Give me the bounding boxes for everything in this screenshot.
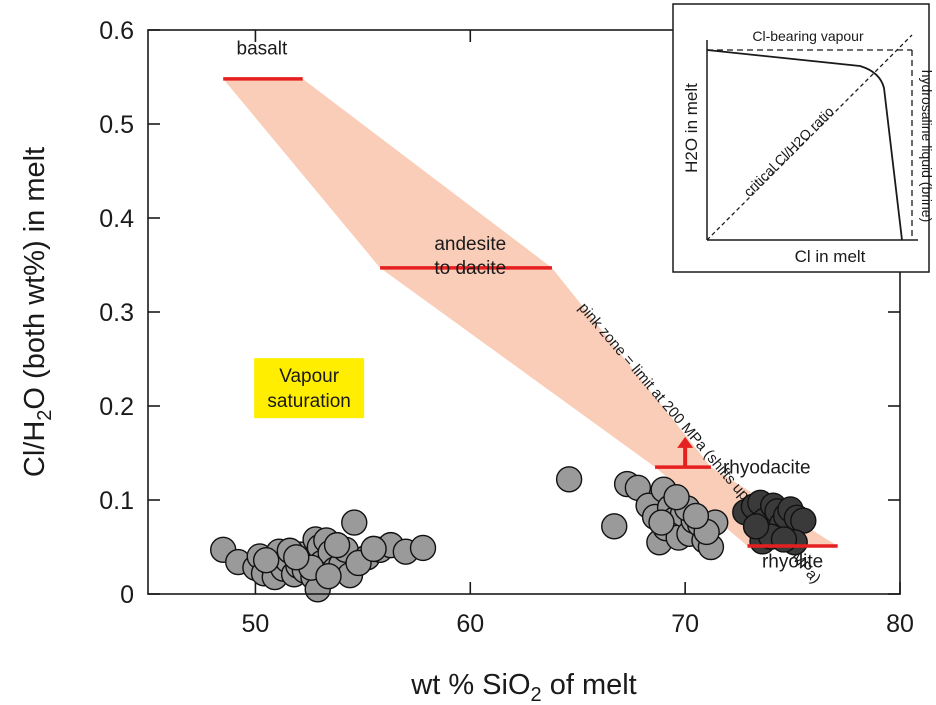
inset-top-label: Cl-bearing vapour	[752, 28, 864, 44]
y-tick-label: 0.6	[99, 17, 134, 45]
data-point	[555, 466, 583, 493]
x-axis-label: wt % SiO2 of melt	[410, 669, 636, 705]
data-point	[252, 546, 280, 574]
y-tick-label: 0.1	[99, 487, 134, 515]
plot-area: pink zone = limit at 200 MPa (shifts up …	[99, 17, 914, 638]
data-point	[601, 513, 628, 540]
x-tick-label: 80	[886, 610, 914, 638]
data-point	[742, 513, 770, 540]
data-point	[360, 535, 387, 563]
y-tick-label: 0.2	[99, 393, 134, 421]
arrow-head	[677, 436, 694, 448]
region-label: Vapour saturation	[267, 366, 350, 412]
inset-y-label: H2O in melt	[682, 83, 701, 173]
x-tick-label: 70	[671, 610, 699, 638]
rock-type-labels: basalt andesite to dacite rhyodacite rhyolit…	[237, 38, 824, 572]
axis-ticks: 50 60 70 80 0 0.1 0.2 0.3 0.4 0.5 0.6	[99, 17, 914, 638]
pink-zone	[223, 78, 838, 547]
data-point	[682, 502, 710, 530]
data-point	[770, 526, 798, 553]
y-axis-label: Cl/H2O (both wt%) in melt	[19, 147, 56, 477]
y-tick-label: 0.4	[99, 205, 134, 233]
rock-type-label: andesite to dacite	[434, 234, 506, 279]
limit-bars	[223, 77, 838, 548]
y-tick-label: 0.3	[99, 299, 134, 327]
x-tick-label: 60	[456, 610, 484, 638]
y-tick-label: 0	[120, 581, 134, 609]
inset-x-label: Cl in melt	[795, 247, 866, 266]
data-points	[209, 466, 817, 603]
x-tick-label: 50	[242, 610, 270, 638]
region-box	[254, 358, 365, 419]
data-point	[663, 483, 690, 511]
rock-type-label: rhyodacite	[723, 458, 811, 479]
inset-saturation-curve	[706, 49, 903, 241]
pressure-arrow	[677, 436, 694, 468]
data-point	[409, 534, 437, 562]
inset-frame	[672, 3, 930, 273]
data-point	[315, 562, 342, 590]
y-tick-label: 0.5	[99, 111, 134, 139]
data-point	[283, 544, 310, 571]
data-point	[323, 531, 351, 559]
inset-diagram: Cl-bearing vapour hydrosaline liquid (br…	[672, 3, 935, 273]
rock-type-label: rhyolite	[762, 552, 823, 573]
data-point	[341, 509, 368, 536]
rock-type-label: basalt	[237, 38, 288, 59]
data-point	[648, 509, 675, 536]
inset-right-label: hydrosaline liquid (brine)	[919, 70, 935, 223]
inset-critical-ratio-line	[706, 34, 913, 241]
